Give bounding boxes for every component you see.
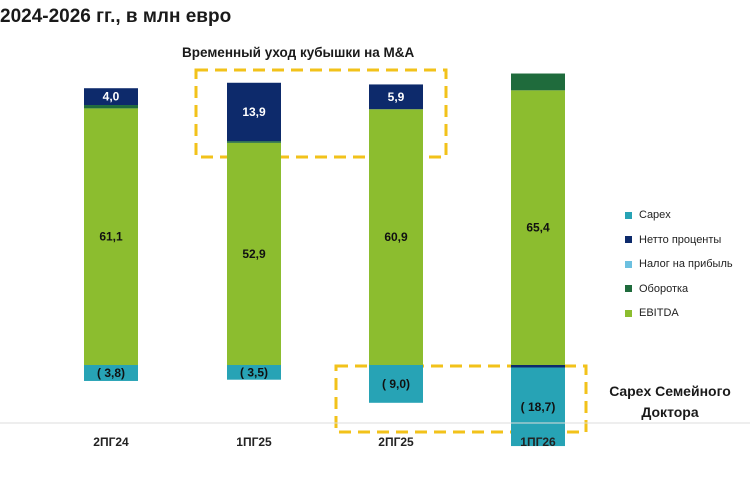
bar-label-нетто-проценты-2: 5,9 [388, 90, 405, 104]
highlight-boxes [194, 68, 588, 434]
legend-label: Нетто проценты [639, 233, 722, 246]
legend-item-налог-на-прибыль: Налог на прибыль [625, 252, 750, 277]
legend-item-оборотка: Оборотка [625, 277, 750, 302]
bar-label-ebitda-2: 60,9 [384, 230, 408, 244]
bar-label-capex-0: ( 3,8) [97, 366, 125, 380]
category-label-0: 2ПГ24 [93, 435, 129, 449]
bar-labels: 61,1 4,0 ( 3,8) 52,9 13,9 ( 3,5) 60,9 5,9 ( 9,0)… [97, 90, 555, 414]
bar-ebitda-2 [369, 109, 423, 365]
bar-capex-neg-1 [227, 365, 281, 380]
bar-оборотка-1 [227, 141, 281, 143]
bar-ebitda-3 [511, 90, 565, 365]
legend-item-ebitda: EBITDA [625, 301, 750, 326]
category-labels: 2ПГ24 1ПГ25 2ПГ25 1ПГ26 [93, 435, 556, 449]
legend: Capex Нетто проценты Налог на прибыль Оборо… [625, 203, 750, 326]
m-and-a-highlight-box [194, 68, 448, 159]
bar-label-нетто-проценты-1: 13,9 [242, 105, 266, 119]
bar-нетто-проценты-1 [227, 82, 281, 142]
m-and-a-annotation: Временный уход кубышки на M&A [182, 45, 415, 60]
legend-swatch [625, 211, 632, 219]
bar-label-capex-1: ( 3,5) [240, 365, 268, 379]
category-label-2: 2ПГ25 [378, 435, 414, 449]
category-label-1: 1ПГ25 [236, 435, 272, 449]
legend-label: Налог на прибыль [639, 258, 733, 271]
legend-swatch [625, 285, 632, 293]
bar-capex-neg-3 [511, 367, 565, 447]
category-label-3: 1ПГ26 [520, 435, 556, 449]
bar-ebitda-1 [227, 142, 281, 365]
bar-label-ebitda-3: 65,4 [526, 221, 550, 235]
legend-swatch [625, 260, 632, 268]
legend-label: EBITDA [639, 307, 679, 320]
bar-label-capex-3: ( 18,7) [521, 400, 556, 414]
bar-capex-neg-2 [369, 365, 423, 403]
bar-label-capex-2: ( 9,0) [382, 377, 410, 391]
legend-label: Оборотка [639, 282, 689, 295]
legend-item-нетто-проценты: Нетто проценты [625, 228, 750, 253]
bars [0, 73, 750, 447]
bar-ebitda-0 [84, 108, 138, 365]
bar-label-ebitda-0: 61,1 [99, 230, 123, 244]
legend-swatch [625, 309, 632, 317]
bar-оборотка-0 [84, 105, 138, 109]
bar-label-нетто-проценты-0: 4,0 [103, 90, 120, 104]
capex-family-doctor-annotation: Capex Семейного Доктора [609, 383, 731, 420]
bar-оборотка-3 [511, 73, 565, 91]
bar-нетто-проценты-0 [84, 88, 138, 106]
legend-swatch [625, 236, 632, 244]
bar-нетто-проценты-2 [369, 84, 423, 110]
legend-label: Capex [639, 209, 671, 222]
legend-item-capex: Capex [625, 203, 750, 228]
bar-capex-neg-0 [84, 365, 138, 381]
bar-label-ebitda-1: 52,9 [242, 247, 266, 261]
bar-нетто-проценты-neg-3 [511, 365, 565, 368]
capex-highlight-box [334, 364, 588, 434]
chart-title: 2024-2026 гг., в млн евро [0, 6, 232, 27]
